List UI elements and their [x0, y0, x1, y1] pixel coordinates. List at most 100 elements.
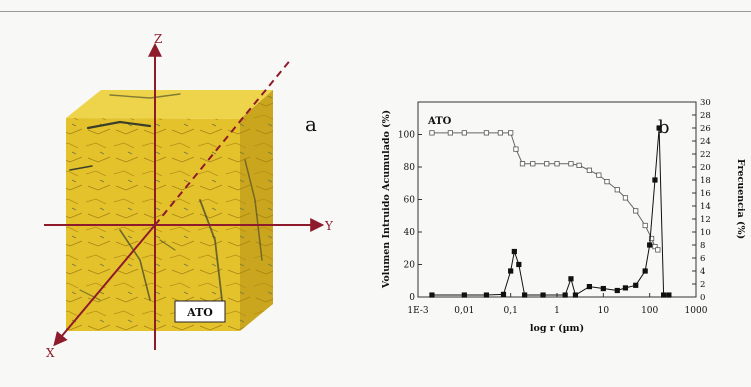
- panel-b-label: b: [658, 117, 670, 138]
- series-1-point: [429, 292, 435, 298]
- x-axis: [53, 224, 156, 347]
- y-right-tick-label: 2: [700, 280, 705, 290]
- series-label: ATO: [427, 116, 452, 127]
- x-axis-label: log r (µm): [530, 323, 584, 334]
- series-1-point: [540, 292, 546, 298]
- y-left-tick-label: 60: [404, 196, 416, 206]
- series-0-point: [648, 235, 655, 242]
- y-right-tick-label: 26: [700, 124, 711, 134]
- cube-texture-streaks: [69, 93, 263, 301]
- x-tick-label: 1: [554, 306, 560, 316]
- series-0-point: [633, 208, 639, 214]
- series-0-point: [568, 161, 574, 167]
- series-0-point: [530, 161, 536, 167]
- series-1-point: [633, 282, 639, 288]
- series-1-point: [483, 292, 490, 298]
- series-0-point: [497, 130, 503, 136]
- series-0-point: [513, 146, 519, 152]
- series-0-point: [652, 244, 658, 250]
- series-0-point: [461, 130, 467, 136]
- y-right-tick-label: 18: [700, 176, 711, 186]
- y-right-tick-label: 24: [700, 137, 711, 147]
- series-1-point: [661, 292, 667, 298]
- axis-label-x: X: [46, 346, 55, 360]
- cube-top-face: [66, 90, 273, 119]
- series-1-point: [461, 292, 467, 298]
- series-0-point: [429, 130, 435, 136]
- y-right-tick-label: 12: [700, 215, 711, 225]
- series-1-point: [586, 283, 592, 290]
- series-0-point: [614, 187, 620, 193]
- series-line-0: [431, 132, 659, 251]
- y-left-tick-label: 100: [398, 131, 415, 141]
- series-0-point: [622, 195, 629, 201]
- y-left-tick-label: 40: [404, 228, 416, 238]
- y-right-tick-label: 22: [700, 150, 711, 160]
- series-0-point: [483, 130, 490, 136]
- axis-label-z: Z: [154, 32, 162, 46]
- y-right-tick-label: 4: [700, 267, 705, 277]
- series-1-point: [666, 292, 672, 298]
- y-right-tick-label: 28: [700, 111, 711, 121]
- series-group: [429, 125, 672, 298]
- series-0-point: [586, 167, 592, 173]
- y-right-label: Frecuencia (%): [735, 159, 746, 239]
- y-right-tick-label: 20: [700, 163, 711, 173]
- series-0-point: [447, 130, 453, 136]
- y-right-tick-label: 8: [700, 241, 705, 251]
- y-right-tick-label: 30: [700, 98, 711, 108]
- series-1-point: [656, 125, 662, 131]
- series-1-point: [647, 242, 653, 248]
- series-1-point: [511, 248, 517, 255]
- panel-a-label: a: [305, 112, 317, 136]
- sample-tag-box: [174, 300, 226, 323]
- series-0-point: [508, 130, 514, 136]
- series-1-point: [614, 287, 620, 294]
- series-0-point: [576, 162, 582, 168]
- x-ticks: 1E-3 0,01 0,1 1 10 100 1000: [407, 293, 708, 316]
- panel-a-cube: ATO Z Y X a: [44, 32, 334, 360]
- y-left-label: Volumen Intruido Acumulado (%): [381, 110, 392, 289]
- series-1-point: [568, 276, 574, 282]
- series-0-point: [604, 179, 610, 185]
- series-1-point: [652, 177, 658, 183]
- x-tick-label: 0,01: [454, 306, 474, 316]
- y-left-tick-label: 20: [404, 261, 416, 271]
- series-0-point: [544, 161, 550, 167]
- series-1-point: [572, 292, 579, 298]
- x-tick-label: 10: [598, 306, 610, 316]
- series-1-point: [600, 285, 606, 292]
- series-0-point: [519, 161, 526, 167]
- x-tick-label: 1000: [685, 306, 708, 316]
- x-tick-label: 100: [641, 306, 658, 316]
- series-1-point: [516, 261, 522, 268]
- y-right-tick-label: 6: [700, 254, 705, 264]
- y-left-ticks: 0 20 40 60 80 100: [398, 131, 422, 303]
- series-0-point: [596, 172, 602, 178]
- series-0-point: [655, 247, 661, 253]
- series-1-point: [500, 291, 507, 298]
- plot-frame: [417, 101, 697, 298]
- series-0-point: [554, 161, 560, 167]
- y-right-tick-label: 14: [700, 202, 711, 212]
- axis-label-y: Y: [324, 219, 334, 233]
- series-0-point: [642, 222, 648, 229]
- series-1-point: [642, 268, 648, 274]
- y-left-tick-label: 0: [409, 293, 415, 303]
- series-1-point: [622, 285, 629, 291]
- series-1-point: [508, 268, 514, 274]
- x-tick-label: 1E-3: [407, 306, 429, 316]
- x-tick-label: 0,1: [504, 306, 518, 316]
- y-right-tick-label: 16: [700, 189, 711, 199]
- y-left-tick-label: 80: [404, 163, 416, 173]
- y-right-tick-label: 10: [700, 228, 711, 238]
- series-1-point: [522, 292, 528, 298]
- diagonal-axis: [154, 57, 293, 226]
- top-rule: [0, 11, 751, 12]
- y-right-tick-label: 0: [700, 293, 705, 303]
- axes-3d: [44, 42, 325, 350]
